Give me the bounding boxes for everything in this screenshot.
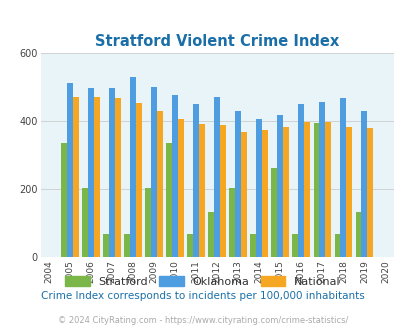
Bar: [130, 77, 136, 257]
Bar: [187, 234, 193, 257]
Bar: [250, 234, 256, 257]
Bar: [172, 95, 178, 257]
Bar: [109, 88, 115, 257]
Title: Stratford Violent Crime Index: Stratford Violent Crime Index: [95, 34, 339, 49]
Bar: [198, 124, 205, 257]
Bar: [334, 234, 339, 257]
Bar: [319, 102, 324, 257]
Bar: [145, 188, 151, 257]
Bar: [214, 97, 220, 257]
Bar: [292, 234, 298, 257]
Bar: [67, 83, 73, 257]
Bar: [193, 104, 198, 257]
Bar: [283, 127, 288, 257]
Bar: [88, 88, 94, 257]
Bar: [157, 112, 162, 257]
Bar: [271, 168, 277, 257]
Bar: [256, 119, 262, 257]
Bar: [61, 143, 67, 257]
Bar: [241, 132, 247, 257]
Bar: [345, 127, 351, 257]
Bar: [115, 98, 121, 257]
Bar: [166, 143, 172, 257]
Bar: [360, 111, 367, 257]
Bar: [136, 103, 142, 257]
Bar: [73, 97, 79, 257]
Bar: [94, 97, 100, 257]
Text: Crime Index corresponds to incidents per 100,000 inhabitants: Crime Index corresponds to incidents per…: [41, 291, 364, 301]
Legend: Stratford, Oklahoma, National: Stratford, Oklahoma, National: [61, 271, 344, 291]
Bar: [313, 123, 319, 257]
Bar: [277, 115, 283, 257]
Bar: [235, 112, 241, 257]
Bar: [324, 122, 330, 257]
Bar: [82, 188, 88, 257]
Bar: [367, 128, 372, 257]
Text: © 2024 CityRating.com - https://www.cityrating.com/crime-statistics/: © 2024 CityRating.com - https://www.city…: [58, 316, 347, 325]
Bar: [103, 234, 109, 257]
Bar: [220, 125, 226, 257]
Bar: [298, 104, 303, 257]
Bar: [151, 87, 157, 257]
Bar: [262, 129, 267, 257]
Bar: [355, 212, 360, 257]
Bar: [339, 98, 345, 257]
Bar: [124, 234, 130, 257]
Bar: [178, 119, 183, 257]
Bar: [229, 188, 235, 257]
Bar: [208, 212, 214, 257]
Bar: [303, 122, 309, 257]
